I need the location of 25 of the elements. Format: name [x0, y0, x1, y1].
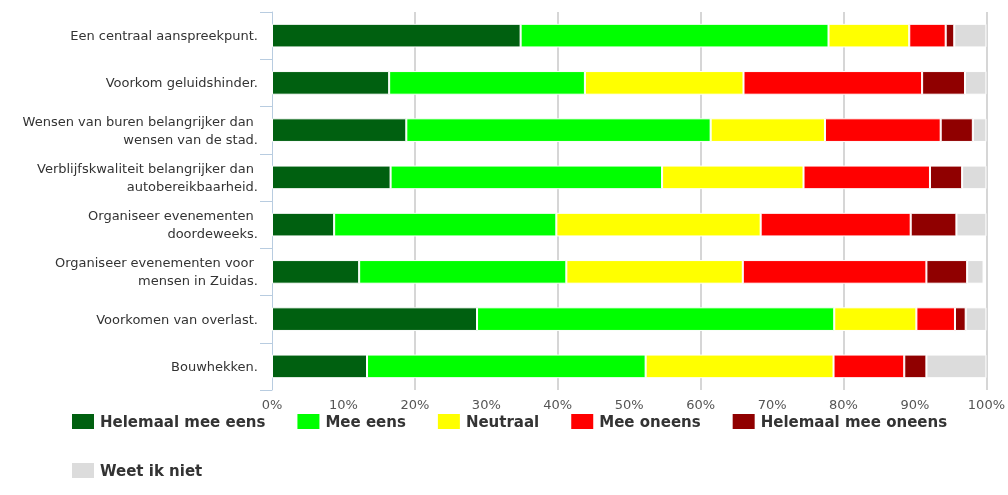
y-tick-label: Bouwhekken.: [171, 358, 258, 374]
y-tick-label: Organiseer evenementen voor mensen in Zuidas.: [54, 255, 258, 289]
x-tick-label: 20%: [400, 397, 430, 412]
y-tick-label: Voorkom geluidshinder.: [105, 75, 258, 91]
x-tick-label: 30%: [471, 397, 501, 412]
x-tick-label: 10%: [328, 397, 358, 412]
x-tick-label: 100%: [967, 397, 1005, 412]
legend-label: Neutraal: [465, 412, 540, 431]
x-tick-label: 0%: [261, 397, 283, 412]
y-tick-label: Verblijfskwaliteit belangrijker dan autobereikbaarheid.: [37, 160, 258, 194]
x-tick-label: 60%: [686, 397, 716, 412]
x-tick-label: 80%: [829, 397, 858, 412]
y-tick-label: Voorkomen van overlast.: [96, 311, 258, 327]
legend-label: Helemaal mee eens: [100, 412, 266, 431]
legend-label: Mee oneens: [599, 412, 701, 431]
x-tick-label: 50%: [614, 397, 644, 412]
legend-label: Mee eens: [325, 412, 406, 431]
y-tick-label: Organiseer evenementen doordeweeks.: [88, 208, 258, 242]
y-tick-label: Wensen van buren belangrijker dan wensen van de stad.: [22, 113, 258, 147]
x-tick-label: 70%: [757, 397, 787, 412]
y-tick-label: Een centraal aanspreekpunt.: [70, 28, 258, 44]
legend-label: Weet ik niet: [100, 461, 203, 480]
x-tick-label: 40%: [543, 397, 573, 412]
legend-label: Helemaal mee oneens: [760, 412, 948, 431]
x-tick-label: 90%: [900, 397, 930, 412]
